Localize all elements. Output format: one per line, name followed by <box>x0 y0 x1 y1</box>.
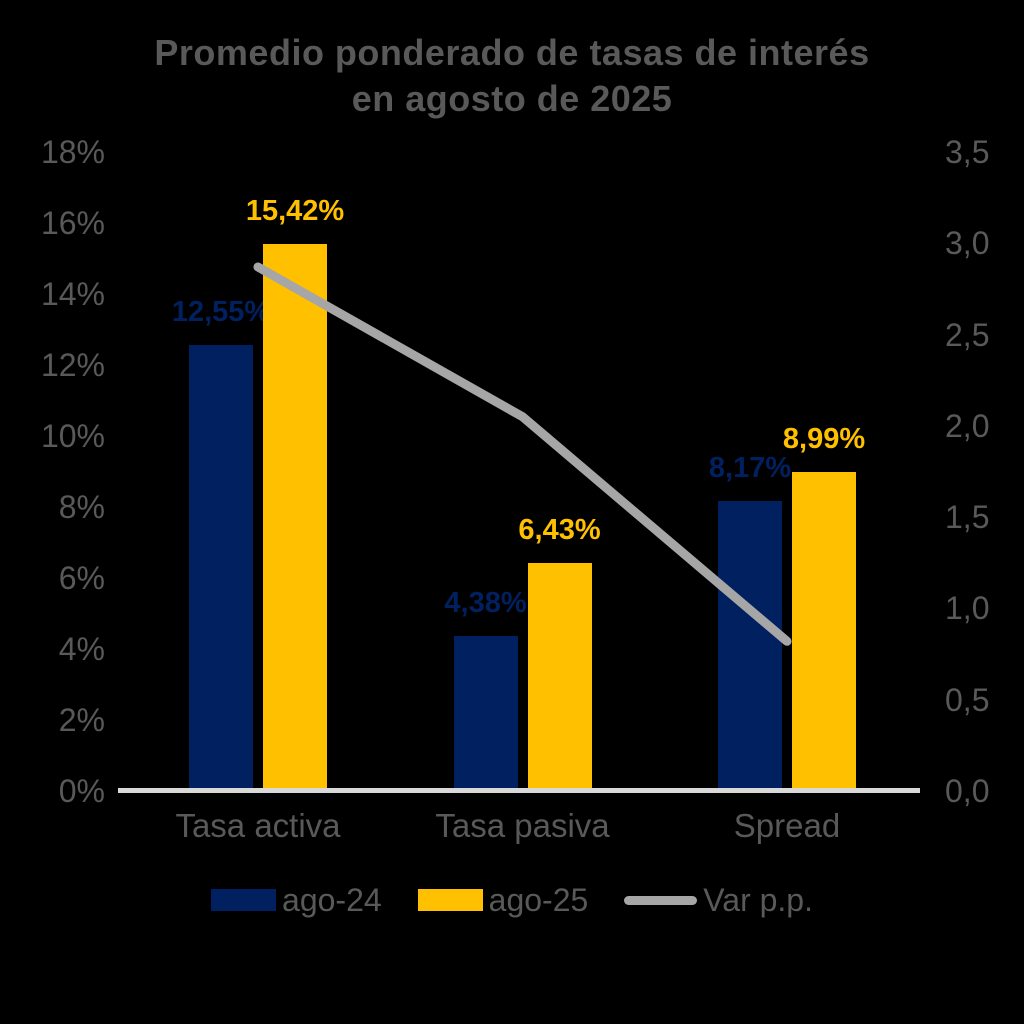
secondary-axis-tick-label: 0,0 <box>945 773 990 809</box>
bar-ago-25-spread <box>792 471 856 791</box>
bar-ago-24-tasa-pasiva <box>453 635 518 791</box>
chart-title: Promedio ponderado de tasas de interés e… <box>0 30 1024 122</box>
legend-item-ago-24: ago-24 <box>211 882 382 918</box>
legend-label-ago-24: ago-24 <box>282 882 382 918</box>
bar-ago-25-tasa-activa <box>263 243 327 791</box>
bar-value-label: 6,43% <box>518 513 601 546</box>
bar-value-label: 4,38% <box>444 586 527 619</box>
primary-axis-tick-label: 4% <box>58 631 105 667</box>
x-axis-label-tasa-pasiva: Tasa pasiva <box>435 807 610 844</box>
chart-title-line1: Promedio ponderado de tasas de interés <box>154 32 870 73</box>
bar-ago-25-tasa-pasiva <box>527 562 592 791</box>
bar-ago-24-spread <box>718 500 782 791</box>
legend-line-var-p-p <box>624 895 698 905</box>
x-axis-line <box>118 788 920 793</box>
primary-axis-tick-label: 18% <box>40 134 105 170</box>
secondary-axis-tick-label: 3,0 <box>945 225 990 262</box>
secondary-axis-tick-label: 2,0 <box>945 407 990 444</box>
bar-value-label: 12,55% <box>171 296 271 329</box>
primary-axis-tick-label: 16% <box>40 205 105 241</box>
chart-title-line2: en agosto de 2025 <box>351 78 673 119</box>
bar-value-label: 15,42% <box>245 194 345 227</box>
legend-swatch-ago-24 <box>211 889 277 911</box>
legend-swatch-ago-25 <box>417 889 483 911</box>
primary-axis-tick-label: 12% <box>40 347 105 383</box>
primary-axis-tick-label: 8% <box>58 489 105 525</box>
secondary-axis-tick-label: 3,5 <box>945 134 990 170</box>
primary-axis-tick-label: 14% <box>40 276 105 312</box>
bar-value-label: 8,99% <box>782 422 866 455</box>
legend-item-ago-25: ago-25 <box>417 882 589 918</box>
legend-label-ago-25: ago-25 <box>488 882 589 918</box>
secondary-axis-tick-label: 1,5 <box>945 499 990 536</box>
x-axis-label-tasa-activa: Tasa activa <box>175 807 341 844</box>
bar-ago-24-tasa-activa <box>189 345 253 791</box>
primary-axis-tick-label: 10% <box>40 418 105 454</box>
legend-item-var-p-p: Var p.p. <box>624 882 813 918</box>
secondary-axis-tick-label: 1,0 <box>945 590 990 627</box>
secondary-axis-tick-label: 2,5 <box>945 316 990 353</box>
var-pp-line <box>253 262 792 646</box>
bar-value-label: 8,17% <box>708 451 792 484</box>
legend-label-var-p-p: Var p.p. <box>703 882 813 918</box>
legend: ago-24 ago-25 Var p.p. <box>0 882 1024 918</box>
primary-axis-tick-label: 2% <box>58 702 105 738</box>
primary-axis-tick-label: 6% <box>58 560 105 596</box>
secondary-axis-tick-label: 0,5 <box>945 681 990 718</box>
primary-axis-tick-label: 0% <box>58 773 105 809</box>
x-axis-label-spread: Spread <box>733 807 841 844</box>
